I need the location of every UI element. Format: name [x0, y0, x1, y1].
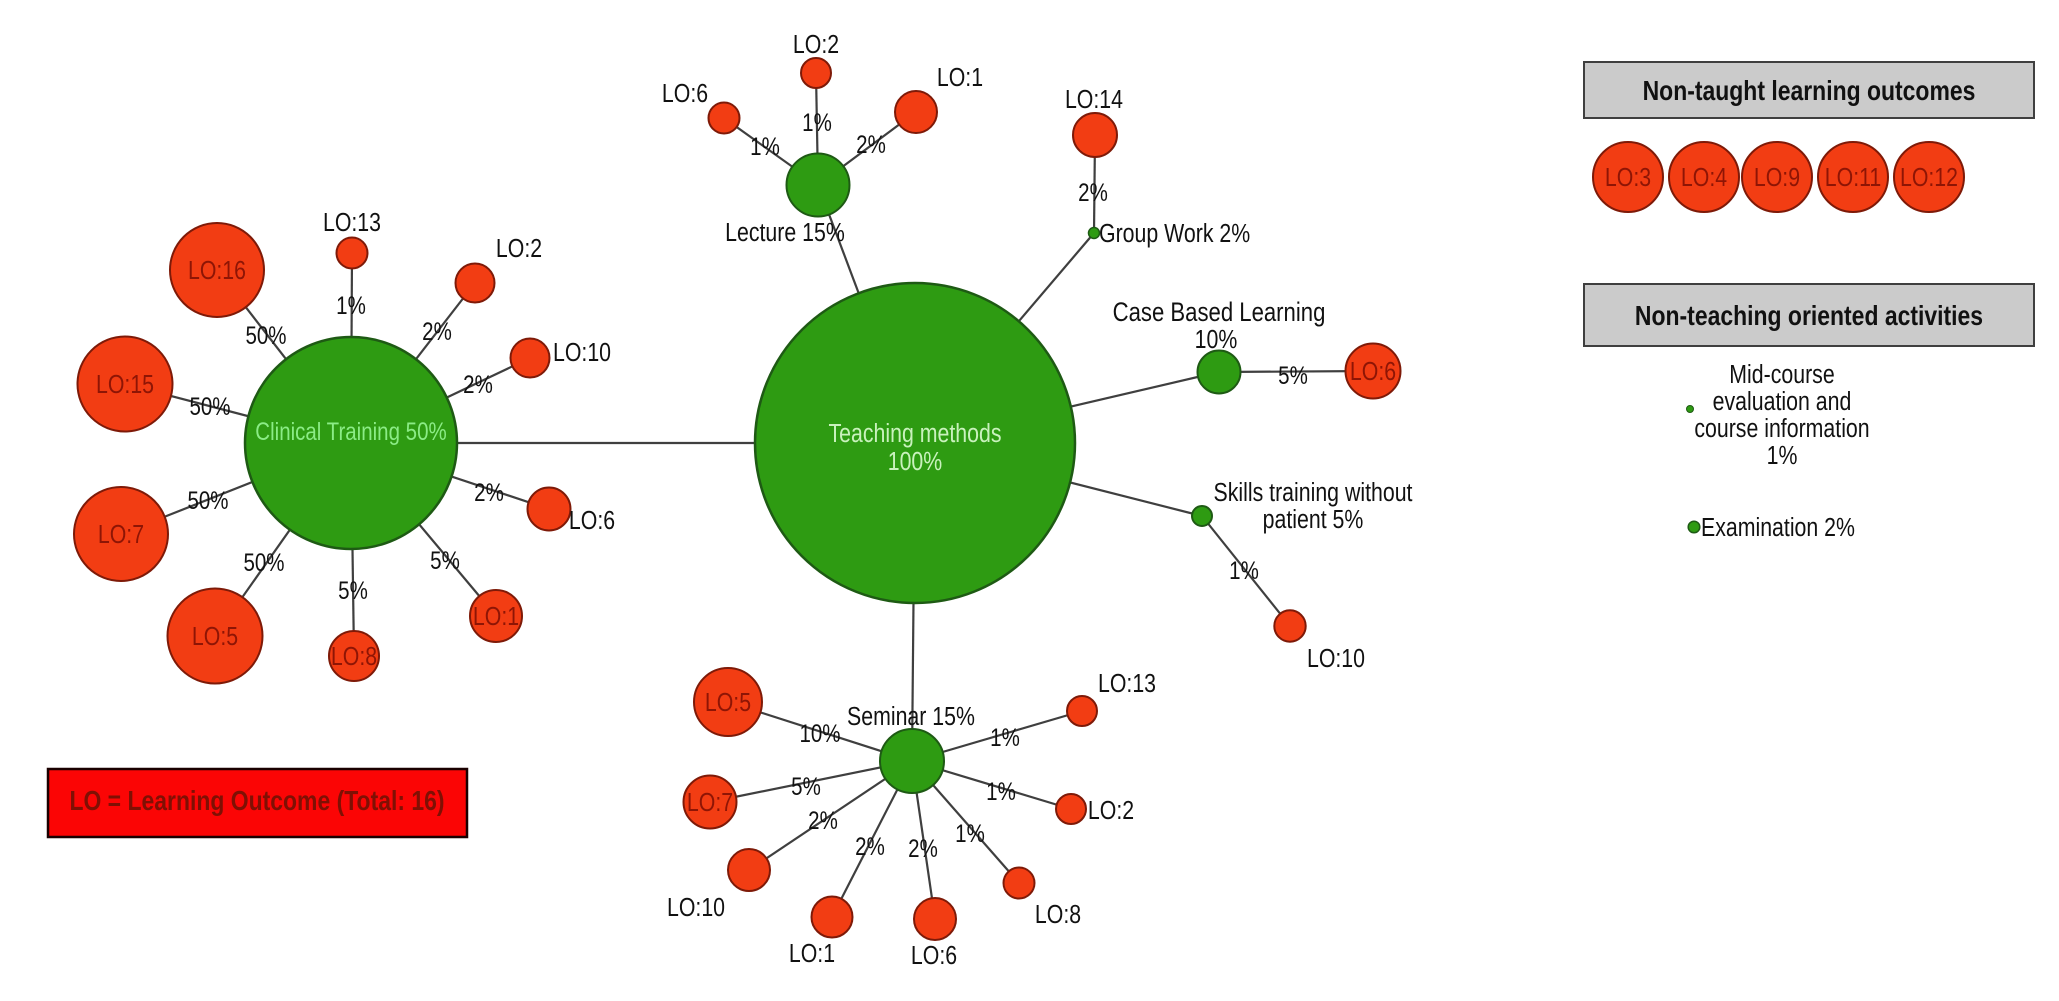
svg-text:1%: 1%: [1767, 441, 1798, 471]
svg-text:LO:6: LO:6: [911, 941, 957, 971]
svg-text:1%: 1%: [336, 291, 366, 319]
svg-text:5%: 5%: [1278, 361, 1308, 389]
svg-text:Non-taught learning outcomes: Non-taught learning outcomes: [1643, 76, 1976, 107]
svg-text:1%: 1%: [986, 777, 1016, 805]
svg-text:LO:1: LO:1: [473, 602, 519, 632]
svg-text:100%: 100%: [888, 447, 943, 477]
svg-text:LO:1: LO:1: [789, 939, 835, 969]
svg-text:2%: 2%: [1078, 178, 1108, 206]
svg-text:50%: 50%: [243, 548, 284, 576]
svg-text:5%: 5%: [791, 772, 821, 800]
svg-text:LO:9: LO:9: [1754, 163, 1800, 193]
svg-text:10%: 10%: [1195, 325, 1238, 355]
svg-text:LO:10: LO:10: [1307, 644, 1365, 674]
svg-text:LO:7: LO:7: [687, 788, 733, 818]
svg-text:LO:6: LO:6: [569, 506, 615, 536]
svg-text:LO:7: LO:7: [98, 520, 144, 550]
svg-text:5%: 5%: [338, 576, 368, 604]
svg-text:LO:4: LO:4: [1681, 163, 1727, 193]
svg-text:LO:14: LO:14: [1065, 85, 1123, 115]
svg-text:LO:2: LO:2: [496, 234, 542, 264]
svg-text:1%: 1%: [955, 819, 985, 847]
svg-text:1%: 1%: [1229, 556, 1259, 584]
svg-text:2%: 2%: [808, 806, 838, 834]
svg-text:LO:3: LO:3: [1605, 163, 1651, 193]
svg-text:LO = Learning Outcome (Total:: LO = Learning Outcome (Total: 16): [69, 786, 444, 817]
svg-text:LO:2: LO:2: [1088, 796, 1134, 826]
svg-text:50%: 50%: [187, 486, 228, 514]
svg-text:course information: course information: [1694, 414, 1869, 444]
svg-text:1%: 1%: [802, 108, 832, 136]
svg-text:2%: 2%: [908, 834, 938, 862]
svg-text:2%: 2%: [422, 317, 452, 345]
svg-text:LO:6: LO:6: [662, 79, 708, 109]
svg-text:patient 5%: patient 5%: [1263, 505, 1364, 535]
svg-text:LO:5: LO:5: [192, 622, 238, 652]
svg-text:Case Based Learning: Case Based Learning: [1113, 298, 1326, 328]
svg-text:2%: 2%: [463, 370, 493, 398]
svg-text:LO:1: LO:1: [937, 63, 983, 93]
svg-text:LO:15: LO:15: [96, 370, 154, 400]
svg-text:Group Work 2%: Group Work 2%: [1099, 219, 1250, 249]
svg-text:Mid-course: Mid-course: [1729, 360, 1834, 390]
svg-text:Clinical Training 50%: Clinical Training 50%: [255, 417, 446, 445]
svg-text:2%: 2%: [474, 478, 504, 506]
svg-text:LO:6: LO:6: [1350, 357, 1396, 387]
svg-text:LO:13: LO:13: [1098, 669, 1156, 699]
svg-text:50%: 50%: [189, 392, 230, 420]
svg-text:1%: 1%: [750, 132, 780, 160]
svg-text:LO:2: LO:2: [793, 30, 839, 60]
svg-text:1%: 1%: [990, 723, 1020, 751]
svg-text:LO:16: LO:16: [188, 256, 246, 286]
svg-text:Skills training without: Skills training without: [1213, 478, 1412, 508]
svg-text:LO:12: LO:12: [1900, 163, 1958, 193]
svg-text:2%: 2%: [856, 130, 886, 158]
svg-text:Lecture 15%: Lecture 15%: [725, 218, 845, 248]
svg-text:Examination 2%: Examination 2%: [1701, 513, 1855, 543]
svg-text:Non-teaching oriented activiti: Non-teaching oriented activities: [1635, 301, 1983, 332]
svg-text:Teaching methods: Teaching methods: [829, 419, 1002, 449]
svg-text:2%: 2%: [855, 832, 885, 860]
svg-text:50%: 50%: [245, 321, 286, 349]
svg-text:LO:10: LO:10: [667, 893, 725, 923]
svg-text:10%: 10%: [799, 719, 840, 747]
svg-text:LO:8: LO:8: [1035, 900, 1081, 930]
svg-text:LO:11: LO:11: [1825, 163, 1881, 193]
svg-text:evaluation and: evaluation and: [1713, 387, 1852, 417]
svg-text:5%: 5%: [430, 546, 460, 574]
svg-text:LO:8: LO:8: [331, 642, 377, 672]
svg-text:Seminar 15%: Seminar 15%: [847, 702, 975, 732]
svg-text:LO:10: LO:10: [553, 338, 611, 368]
svg-text:LO:5: LO:5: [705, 688, 751, 718]
svg-text:LO:13: LO:13: [323, 208, 381, 238]
